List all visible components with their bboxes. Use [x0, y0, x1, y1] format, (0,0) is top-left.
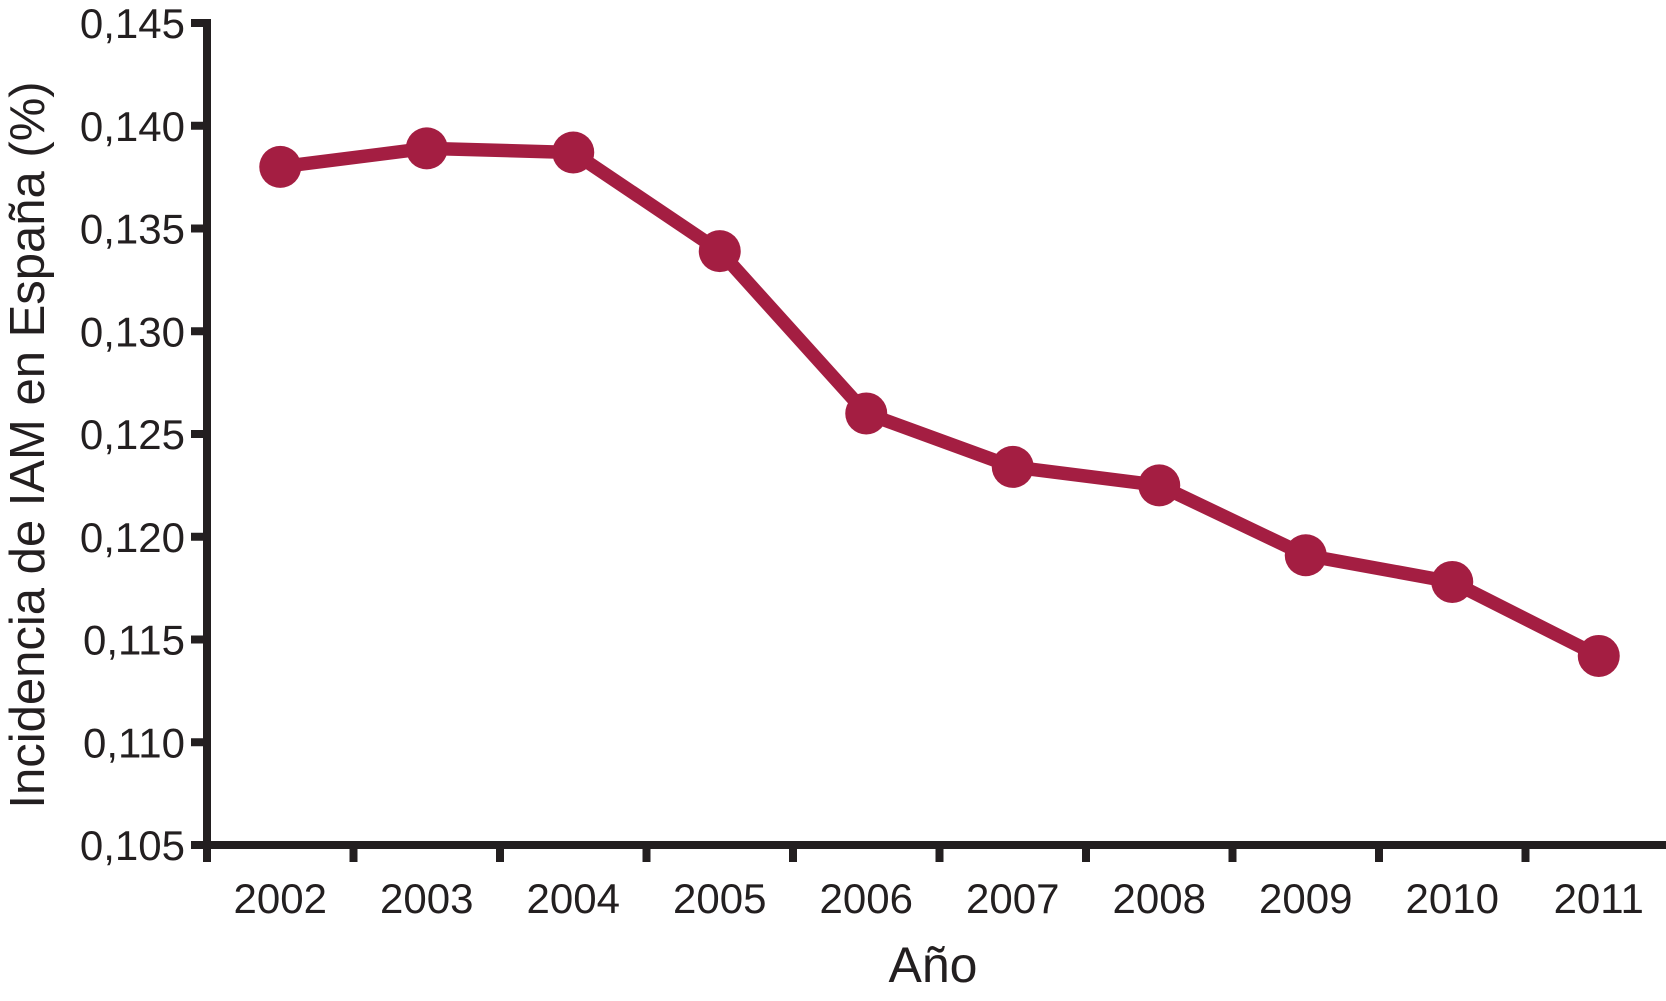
data-point-2003 — [405, 127, 448, 170]
y-tick-label: 0,105 — [80, 822, 185, 869]
y-tick-label: 0,125 — [80, 411, 185, 458]
data-point-2007 — [991, 445, 1034, 488]
x-tick-label: 2010 — [1406, 875, 1499, 922]
axes-layer: 0,105 0,110 0,115 0,120 0,125 0,130 0,135 0,140… — [80, 0, 1666, 922]
y-tick-label: 0,110 — [83, 719, 185, 766]
y-tick-label: 0,140 — [80, 103, 185, 150]
x-tick-label: 2009 — [1259, 875, 1352, 922]
data-point-2010 — [1431, 560, 1474, 603]
data-point-2002 — [259, 145, 302, 188]
data-point-2006 — [845, 392, 888, 435]
x-tick-label: 2004 — [527, 875, 620, 922]
x-tick-label: 2008 — [1113, 875, 1206, 922]
data-point-2008 — [1138, 464, 1181, 507]
x-tick-label: 2006 — [820, 875, 913, 922]
data-point-2009 — [1284, 534, 1327, 577]
series-layer — [259, 127, 1620, 677]
x-tick-label: 2007 — [966, 875, 1059, 922]
y-tick-label: 0,130 — [80, 308, 185, 355]
y-tick-label: 0,120 — [80, 514, 185, 561]
y-axis-title: Incidencia de IAM en España (%) — [1, 81, 55, 808]
y-tick-label: 0,145 — [80, 0, 185, 47]
x-axis-title: Año — [889, 937, 978, 993]
x-tick-label: 2002 — [234, 875, 327, 922]
data-point-2004 — [552, 131, 595, 174]
y-tick-label: 0,135 — [80, 206, 185, 253]
x-tick-label: 2003 — [380, 875, 473, 922]
x-tick-label: 2011 — [1554, 875, 1644, 922]
data-point-2011 — [1577, 634, 1620, 677]
y-tick-label: 0,115 — [83, 617, 185, 664]
x-tick-label: 2005 — [673, 875, 766, 922]
data-point-2005 — [698, 230, 741, 273]
series-line — [273, 141, 1606, 663]
